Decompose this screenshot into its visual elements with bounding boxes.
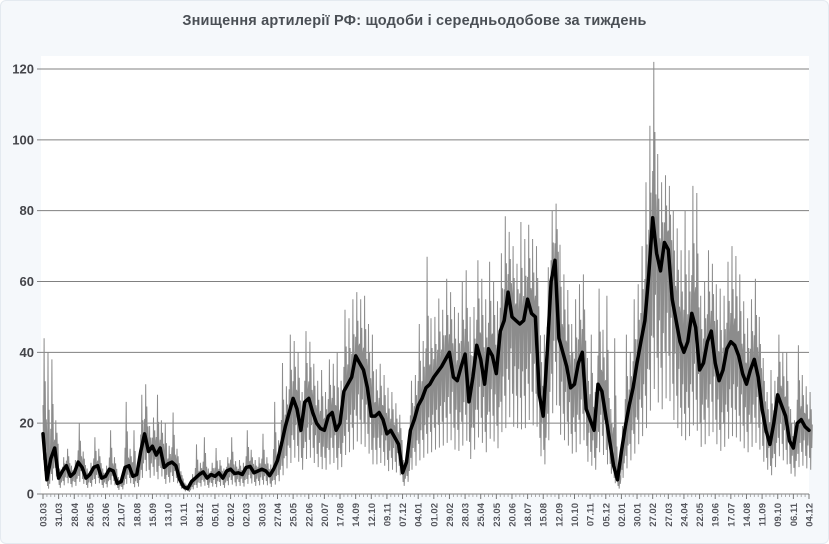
x-tick-label: 05.12 bbox=[601, 503, 612, 527]
x-tick-label: 13.10 bbox=[164, 503, 175, 527]
x-tick-label: 15.09 bbox=[148, 503, 159, 527]
x-tick-label: 28.04 bbox=[70, 502, 81, 526]
x-tick-label: 08.12 bbox=[195, 503, 206, 527]
y-axis-labels: 0 20 40 60 80 100 120 bbox=[12, 62, 34, 502]
x-axis: 03.03 31.03 28.04 26.05 23.06 21.07 18.08 15.09… bbox=[39, 494, 816, 527]
y-tick-label: 120 bbox=[12, 62, 34, 77]
y-tick-label: 80 bbox=[20, 203, 34, 218]
x-tick-label: 25.04 bbox=[476, 502, 487, 526]
y-tick-label: 0 bbox=[27, 487, 34, 502]
y-tick-label: 100 bbox=[12, 132, 34, 147]
x-tick-label: 23.06 bbox=[101, 503, 112, 527]
x-tick-label: 18.08 bbox=[132, 503, 143, 527]
x-tick-label: 04.12 bbox=[805, 503, 816, 527]
x-tick-label: 01.02 bbox=[429, 503, 440, 527]
x-tick-label: 26.05 bbox=[85, 502, 96, 526]
x-tick-label: 18.07 bbox=[523, 503, 534, 527]
x-tick-label: 29.02 bbox=[445, 503, 456, 527]
x-tick-label: 02.01 bbox=[617, 502, 628, 526]
x-tick-label: 19.06 bbox=[711, 503, 722, 527]
x-tick-label: 21.07 bbox=[117, 503, 128, 527]
y-tick-label: 40 bbox=[20, 345, 34, 360]
x-tick-label: 09.10 bbox=[773, 503, 784, 527]
x-tick-label: 22.05 bbox=[695, 502, 706, 526]
x-tick-label: 14.08 bbox=[742, 503, 753, 527]
x-tick-label: 28.03 bbox=[461, 503, 472, 527]
x-tick-label: 05.01 bbox=[210, 502, 221, 526]
x-tick-label: 27.03 bbox=[664, 503, 675, 527]
x-tick-label: 06.11 bbox=[789, 502, 800, 526]
daily-series-line bbox=[42, 61, 813, 493]
x-tick-label: 27.04 bbox=[273, 502, 284, 526]
weekly-average-series-line bbox=[41, 216, 811, 491]
x-tick-label: 02.02 bbox=[226, 503, 237, 527]
x-tick-label: 14.09 bbox=[351, 503, 362, 527]
x-tick-label: 04.01 bbox=[414, 502, 425, 526]
x-tick-label: 10.11 bbox=[179, 502, 190, 526]
x-tick-label: 17.08 bbox=[336, 503, 347, 527]
x-tick-label: 17.07 bbox=[726, 503, 737, 527]
x-tick-label: 20.07 bbox=[320, 503, 331, 527]
x-tick-label: 03.03 bbox=[39, 503, 50, 527]
x-tick-label: 07.11 bbox=[586, 502, 597, 526]
chart-title: Знищення артилерії РФ: щодоби і середньо… bbox=[182, 13, 647, 29]
x-tick-label: 11.09 bbox=[758, 503, 769, 526]
x-tick-label: 27.02 bbox=[648, 503, 659, 527]
y-tick-label: 60 bbox=[20, 274, 34, 289]
x-tick-label: 12.10 bbox=[367, 503, 378, 527]
x-tick-label: 02.03 bbox=[242, 503, 253, 527]
x-tick-label: 12.09 bbox=[554, 503, 565, 527]
x-tick-label: 24.04 bbox=[679, 502, 690, 526]
x-tick-label: 10.10 bbox=[570, 503, 581, 527]
x-tick-label: 22.06 bbox=[304, 503, 315, 527]
x-tick-label: 30.01 bbox=[633, 502, 644, 526]
x-tick-label: 15.08 bbox=[539, 503, 550, 527]
x-tick-label: 23.05 bbox=[492, 502, 503, 526]
x-tick-label: 30.03 bbox=[257, 503, 268, 527]
x-tick-label: 31.03 bbox=[54, 503, 65, 527]
x-tick-label: 09.11 bbox=[382, 502, 393, 526]
x-tick-label: 25.05 bbox=[289, 502, 300, 526]
x-tick-label: 07.12 bbox=[398, 503, 409, 527]
y-tick-label: 20 bbox=[20, 416, 34, 431]
x-tick-label: 20.06 bbox=[507, 503, 518, 527]
